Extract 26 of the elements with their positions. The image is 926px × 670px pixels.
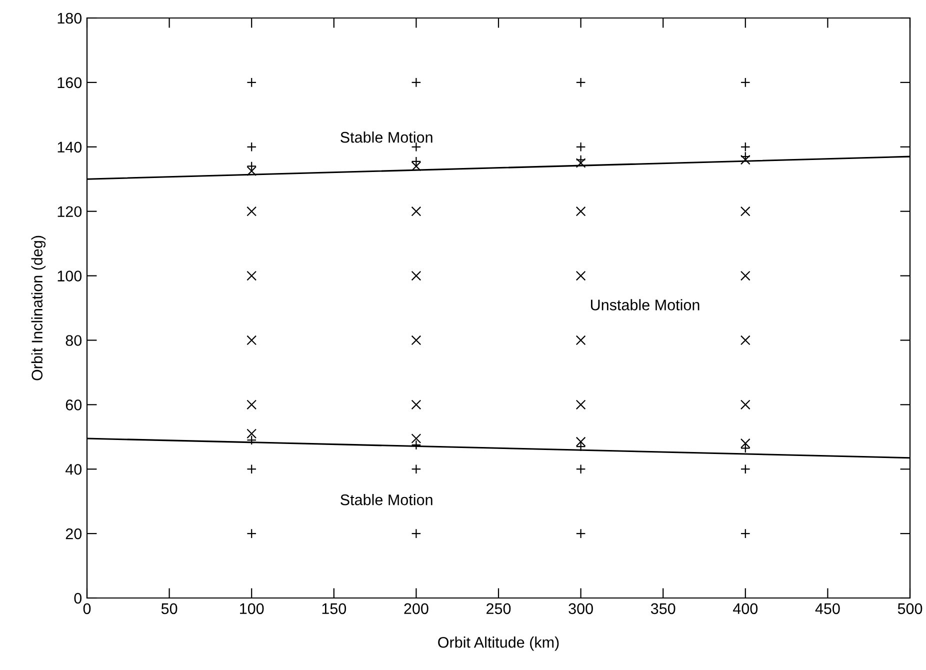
y-tick-label: 160 — [58, 77, 82, 88]
y-axis-title: Orbit Inclination (deg) — [31, 236, 46, 380]
x-tick-label: 200 — [404, 603, 428, 614]
x-tick-label: 500 — [898, 603, 922, 614]
x-tick-label: 250 — [486, 603, 511, 614]
x-tick-label: 300 — [568, 603, 593, 614]
x-axis-title: Orbit Altitude (km) — [438, 636, 559, 651]
x-tick-label: 400 — [733, 603, 758, 614]
x-tick-label: 100 — [240, 603, 264, 614]
y-tick-label: 120 — [58, 206, 82, 218]
x-tick-label: 350 — [650, 603, 676, 614]
y-tick-label: 80 — [66, 335, 82, 346]
y-tick-label: 100 — [58, 270, 82, 282]
x-tick-label: 50 — [161, 603, 178, 614]
x-tick-label: 450 — [815, 603, 840, 614]
y-tick-label: 40 — [66, 464, 82, 475]
y-tick-label: 140 — [58, 142, 82, 153]
y-tick-label: 60 — [66, 400, 82, 410]
annotation: Stable Motion — [340, 132, 432, 143]
y-tick-label: 0 — [74, 592, 82, 604]
annotation: Unstable Motion — [590, 299, 700, 310]
annotation: Stable Motion — [340, 494, 432, 506]
y-tick-label: 180 — [58, 12, 82, 24]
y-tick-label: 20 — [66, 528, 82, 540]
x-tick-label: 0 — [83, 603, 91, 614]
x-tick-label: 150 — [322, 603, 346, 614]
